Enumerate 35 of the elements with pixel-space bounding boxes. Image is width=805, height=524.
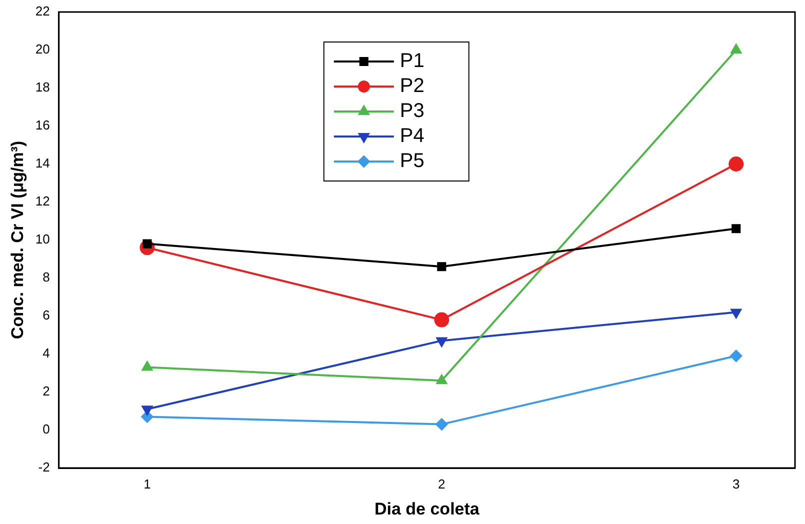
legend-label: P2 [400,75,424,98]
point [436,374,447,384]
point [142,361,153,371]
y-tick-label: 22 [35,4,50,19]
point [436,337,447,347]
point [730,44,742,54]
legend-label: P3 [400,100,424,122]
y-tick-label: 12 [35,194,50,209]
point [728,156,744,172]
x-axis-title: Dia de coleta [374,499,480,518]
point [730,350,742,362]
point [732,224,741,234]
y-tick-label: 10 [35,232,50,247]
y-tick-label: 6 [42,308,50,323]
point [730,308,742,318]
x-tick-label: 2 [438,476,446,492]
legend-label: P5 [400,150,424,172]
point [434,312,450,328]
y-tick-label: -2 [38,460,50,475]
y-tick-label: 4 [42,346,50,361]
y-tick-label: 14 [35,156,50,171]
y-tick-label: 18 [35,80,50,95]
y-tick-label: 0 [42,422,50,437]
legend-label: P1 [400,50,424,72]
legend-label: P4 [400,125,424,148]
point [437,262,446,272]
x-tick-label: 3 [732,476,740,492]
y-tick-label: 8 [42,270,50,285]
point [142,406,153,416]
y-axis-title: Conc. med. Cr VI (μg/m³) [8,140,27,340]
y-tick-label: 2 [42,384,50,399]
y-tick-label: 16 [35,118,50,133]
y-tick-label: 20 [35,42,50,57]
x-tick-label: 1 [144,476,151,492]
point [436,418,448,430]
